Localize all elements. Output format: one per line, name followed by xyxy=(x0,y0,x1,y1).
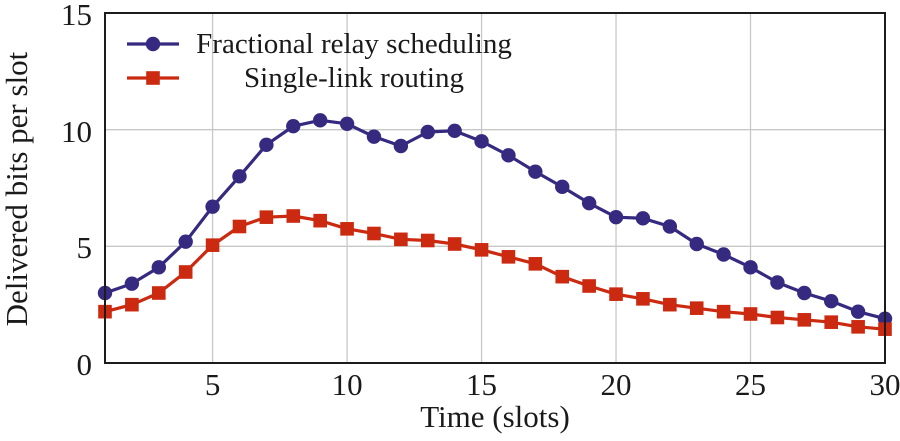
data-point-square xyxy=(555,269,570,284)
data-point-circle xyxy=(151,260,166,275)
data-point-circle xyxy=(124,276,140,291)
data-point-circle xyxy=(743,260,758,275)
data-point-square xyxy=(340,222,354,236)
legend-label: Fractional relay scheduling xyxy=(196,27,512,60)
data-point-square xyxy=(770,310,785,325)
data-point-circle xyxy=(259,137,274,153)
legend-item-fractional-relay-scheduling: Fractional relay scheduling xyxy=(127,27,525,61)
y-tick-label: 0 xyxy=(76,347,93,382)
data-point-circle xyxy=(286,118,301,134)
x-tick-label: 20 xyxy=(600,367,632,402)
legend-line-square-icon xyxy=(127,68,179,88)
plot-border xyxy=(104,12,886,364)
legend-label: Single-link routing xyxy=(244,61,464,94)
data-point-square xyxy=(528,257,543,271)
data-point-square xyxy=(797,313,812,327)
data-point-square xyxy=(259,210,274,224)
data-point-square xyxy=(663,297,677,312)
x-tick-label: 30 xyxy=(869,367,900,402)
data-point-circle xyxy=(608,209,624,225)
data-point-circle xyxy=(312,113,328,128)
data-point-circle xyxy=(366,129,382,144)
data-point-square xyxy=(205,238,220,252)
legend-item-single-link-routing: Single-link routing xyxy=(127,61,525,95)
data-point-square xyxy=(178,265,193,279)
data-point-circle xyxy=(716,247,731,262)
data-point-circle xyxy=(232,169,247,184)
data-point-circle xyxy=(528,164,543,179)
data-point-square xyxy=(582,279,596,293)
data-point-square xyxy=(824,315,839,329)
legend-sample-circle xyxy=(145,36,161,52)
data-point-square xyxy=(394,232,408,247)
data-point-square xyxy=(232,219,247,234)
data-point-square xyxy=(743,307,758,321)
x-tick-label: 25 xyxy=(735,367,767,402)
data-point-circle xyxy=(474,134,489,149)
x-tick-label: 10 xyxy=(331,367,363,402)
legend-line-circle-icon xyxy=(127,34,179,54)
data-point-square xyxy=(689,301,704,315)
data-point-circle xyxy=(420,124,435,140)
data-point-circle xyxy=(205,199,220,214)
data-point-circle xyxy=(581,195,597,211)
data-point-circle xyxy=(393,138,409,154)
y-tick-label: 10 xyxy=(61,113,92,149)
data-point-circle xyxy=(824,293,839,309)
data-point-square xyxy=(151,286,166,300)
legend-sample-square xyxy=(146,71,160,85)
data-point-square xyxy=(609,287,623,301)
data-point-square xyxy=(447,237,462,251)
data-point-circle xyxy=(178,234,193,249)
x-axis-title: Time (slots) xyxy=(420,399,570,434)
legend: Fractional relay scheduling Single-link … xyxy=(127,27,525,95)
series-line-1 xyxy=(104,214,886,331)
data-point-circle xyxy=(635,211,651,226)
series-line-0 xyxy=(104,118,886,321)
data-point-square xyxy=(636,292,650,306)
data-point-square xyxy=(367,226,381,241)
x-tick-label: 15 xyxy=(466,367,498,402)
data-point-circle xyxy=(662,219,678,234)
y-tick-label: 5 xyxy=(76,230,93,266)
data-point-square xyxy=(420,233,435,248)
data-point-circle xyxy=(770,275,785,290)
data-point-circle xyxy=(339,116,355,132)
data-point-circle xyxy=(555,179,570,195)
data-point-square xyxy=(286,209,301,223)
data-point-square xyxy=(851,320,865,334)
x-tick-label: 5 xyxy=(204,367,221,402)
data-point-square xyxy=(125,297,139,312)
y-axis-title: Delivered bits per slot xyxy=(0,51,34,327)
data-point-circle xyxy=(797,285,812,301)
plot-area xyxy=(97,12,893,364)
data-point-circle xyxy=(501,148,516,163)
data-point-circle xyxy=(850,304,866,319)
data-point-square xyxy=(313,213,327,228)
data-point-circle xyxy=(689,236,704,252)
data-point-circle xyxy=(447,123,462,139)
data-point-square xyxy=(474,243,489,257)
y-tick-label: 15 xyxy=(61,0,92,32)
data-point-square xyxy=(716,304,731,319)
data-point-square xyxy=(501,250,516,264)
